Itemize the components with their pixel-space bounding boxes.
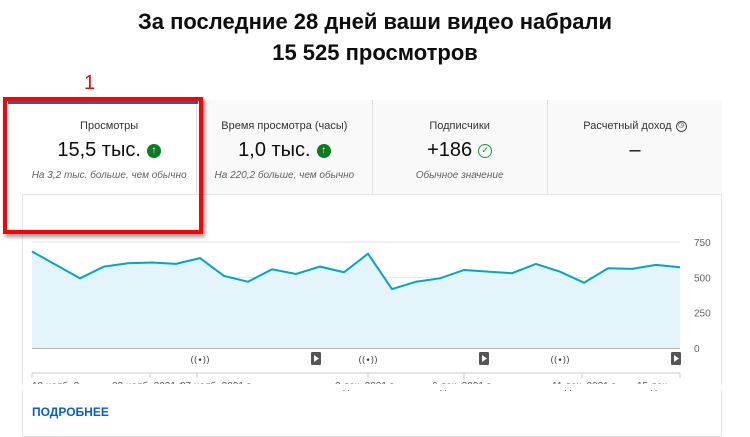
card-label: Расчетный доход [583,120,672,132]
live-stream-icon: ((•)) [358,356,377,366]
clock-icon: ◷ [675,120,687,132]
metric-cards: Просмотры 15,5 тыс. ↑ На 3,2 тыс. больше,… [22,100,722,195]
views-line [31,250,681,291]
card-revenue[interactable]: Расчетный доход ◷ – [548,100,722,194]
page-title: За последние 28 дней ваши видео набрали … [0,6,750,68]
card-label: Подписчики [429,120,490,132]
label-clip [0,384,750,390]
card-note: На 3,2 тыс. больше, чем обычно [31,170,187,181]
card-note: Обычное значение [415,170,504,181]
card-watch-time[interactable]: Время просмотра (часы) 1,0 тыс. ↑ На 220,… [197,100,373,194]
card-value: – [629,139,641,161]
card-label: Время просмотра (часы) [221,120,348,132]
title-line-1: За последние 28 дней ваши видео набрали [137,9,613,34]
play-icon [482,355,487,362]
highlight-box [3,97,203,234]
more-link[interactable]: ПОДРОБНЕЕ [32,405,109,419]
area-fill [32,251,680,348]
card-views[interactable]: Просмотры 15,5 тыс. ↑ На 3,2 тыс. больше,… [22,100,198,194]
card-value: +186 [427,139,473,161]
arrow-up-icon: ↑ [146,143,161,158]
live-stream-icon: ((•)) [190,356,209,366]
live-stream-icon: ((•)) [550,356,569,366]
play-icon [314,355,319,362]
card-note: На 220,2 больше, чем обычно [214,170,355,181]
card-label: Просмотры [80,120,139,132]
card-value: 1,0 тыс. [238,139,311,161]
annotation-number: 1 [84,72,96,94]
y-tick-label: 500 [694,273,711,284]
y-tick-label: 0 [694,344,700,355]
card-subscribers[interactable]: Подписчики +186 ✓ Обычное значение [373,100,548,194]
y-tick-label: 250 [694,309,711,320]
title-line-2: 15 525 просмотров [272,40,478,65]
card-value: 15,5 тыс. [57,139,141,161]
active-tab-indicator [8,101,198,104]
arrow-up-icon: ↑ [316,143,331,158]
play-icon [674,355,679,362]
check-circle-icon: ✓ [478,143,493,158]
y-tick-label: 750 [694,238,711,249]
